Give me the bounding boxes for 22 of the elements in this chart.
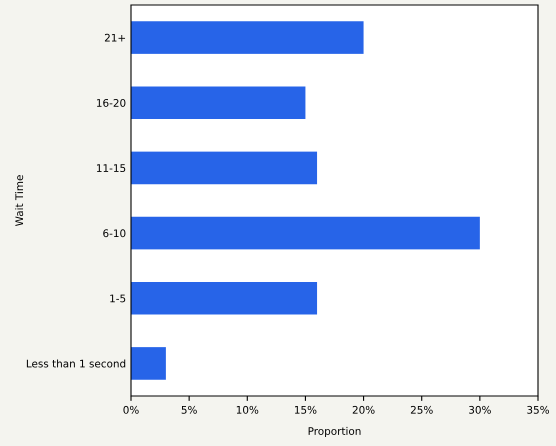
- x-tick-label: 35%: [527, 406, 549, 414]
- y-tick-label: 1-5: [110, 294, 126, 302]
- y-tick-label: 16-20: [97, 98, 126, 107]
- x-tick-label: 5%: [182, 406, 197, 414]
- y-tick-label: Less than 1 second: [26, 359, 126, 368]
- bar: [131, 347, 166, 380]
- bar: [131, 86, 306, 120]
- bar: [131, 282, 318, 315]
- x-tick-label: 15%: [294, 406, 316, 414]
- y-tick-label: 11-15: [97, 164, 126, 172]
- bar: [131, 152, 318, 184]
- x-axis-title: Proportion: [308, 426, 360, 437]
- bar: [131, 216, 480, 250]
- x-tick-label: 20%: [352, 406, 375, 414]
- y-tick-label: 6-10: [103, 229, 126, 238]
- x-tick-label: 10%: [236, 406, 258, 414]
- x-tick-label: 0%: [123, 406, 139, 414]
- x-tick-label: 30%: [469, 406, 491, 414]
- y-axis-title: Wait Time: [15, 175, 24, 226]
- y-tick-label: 21+: [104, 34, 126, 42]
- x-tick-label: 25%: [410, 406, 433, 414]
- bar: [131, 21, 364, 54]
